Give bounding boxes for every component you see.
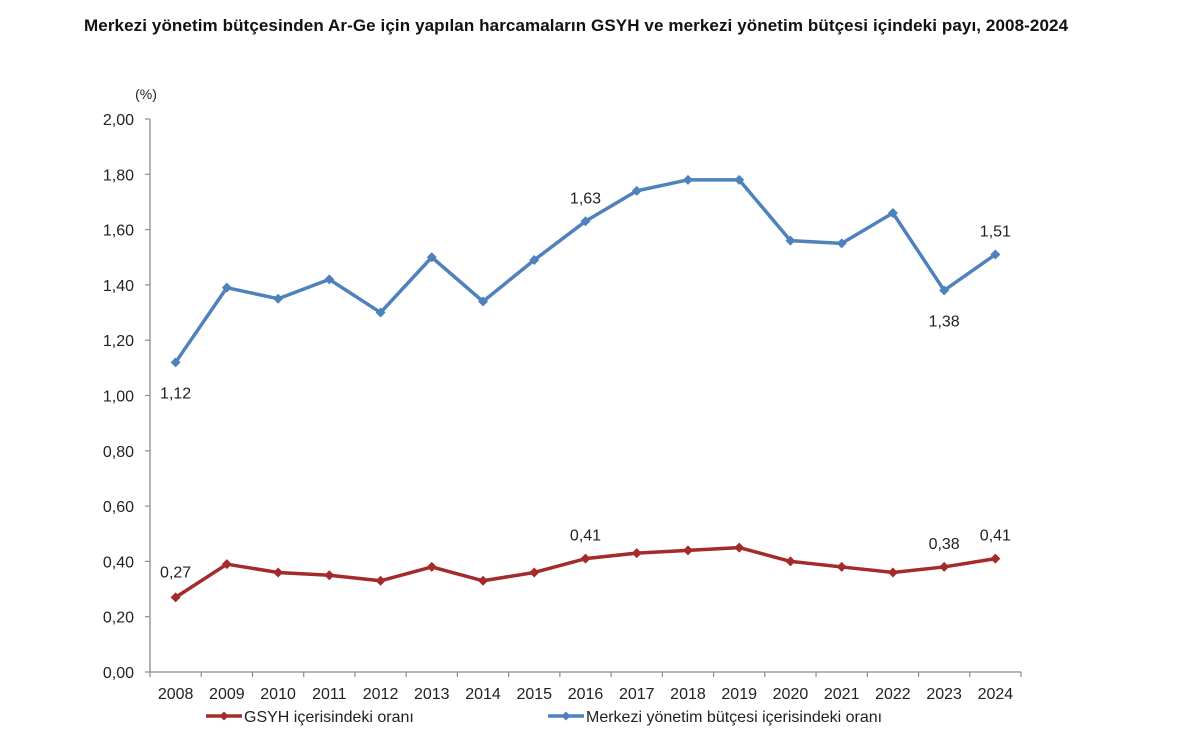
x-tick-label: 2021 <box>824 686 860 703</box>
data-label: 0,38 <box>929 536 960 553</box>
data-label: 0,27 <box>160 564 191 581</box>
data-point-marker <box>631 548 642 559</box>
chart-title: Merkezi yönetim bütçesinden Ar-Ge için y… <box>84 16 1069 35</box>
legend-marker <box>561 711 571 721</box>
x-tick-label: 2018 <box>670 686 706 703</box>
data-point-marker <box>887 567 898 578</box>
data-point-marker <box>682 174 693 185</box>
x-tick-label: 2015 <box>516 686 552 703</box>
data-label: 0,41 <box>980 528 1011 545</box>
x-tick-label: 2017 <box>619 686 655 703</box>
y-tick-label: 0,60 <box>103 499 134 516</box>
data-point-marker <box>273 293 284 304</box>
data-point-marker <box>785 235 796 246</box>
legend-label: GSYH içerisindeki oranı <box>244 709 414 726</box>
data-point-marker <box>836 561 847 572</box>
data-point-marker <box>682 545 693 556</box>
data-point-marker <box>170 357 181 368</box>
y-tick-label: 0,20 <box>103 610 134 627</box>
y-tick-label: 1,40 <box>103 278 134 295</box>
data-point-marker <box>478 575 489 586</box>
x-tick-label: 2012 <box>363 686 399 703</box>
legend: GSYH içerisindeki oranı Merkezi yönetim b… <box>206 709 882 726</box>
x-tick-label: 2022 <box>875 686 911 703</box>
axes: (%) 0,00 0,20 0,40 0,60 0,80 1,00 1,20 1,40 1,60 1… <box>103 86 1022 703</box>
data-point-marker <box>221 559 232 570</box>
x-tick-label: 2010 <box>260 686 296 703</box>
data-point-marker <box>580 216 591 227</box>
x-tick-label: 2008 <box>158 686 194 703</box>
x-tick-label: 2024 <box>978 686 1014 703</box>
data-point-marker <box>939 561 950 572</box>
data-point-marker <box>990 553 1001 564</box>
legend-item-butce: Merkezi yönetim bütçesi içerisindeki ora… <box>548 709 882 726</box>
data-point-marker <box>324 274 335 285</box>
data-point-marker <box>426 561 437 572</box>
x-tick-label: 2019 <box>721 686 757 703</box>
data-point-marker <box>939 285 950 296</box>
y-tick-label: 2,00 <box>103 112 134 129</box>
x-tick-label: 2023 <box>926 686 962 703</box>
y-tick-label: 0,00 <box>103 665 134 682</box>
data-point-marker <box>221 282 232 293</box>
data-point-marker <box>734 542 745 553</box>
data-point-marker <box>631 185 642 196</box>
y-tick-label: 1,60 <box>103 223 134 240</box>
data-point-marker <box>375 307 386 318</box>
data-label: 0,41 <box>570 528 601 545</box>
y-tick-label: 1,20 <box>103 333 134 350</box>
x-tick-label: 2011 <box>312 686 347 703</box>
y-tick-label: 1,80 <box>103 167 134 184</box>
legend-item-gsyh: GSYH içerisindeki oranı <box>206 709 414 726</box>
data-point-marker <box>170 592 181 603</box>
y-axis-unit: (%) <box>135 86 157 102</box>
data-label: 1,12 <box>160 385 191 402</box>
legend-label: Merkezi yönetim bütçesi içerisindeki ora… <box>586 709 882 726</box>
data-point-marker <box>324 570 335 581</box>
data-label: 1,63 <box>570 190 601 207</box>
x-tick-label: 2016 <box>568 686 604 703</box>
series-layer <box>170 174 1001 603</box>
y-tick-label: 0,40 <box>103 554 134 571</box>
legend-marker <box>219 711 229 721</box>
data-point-marker <box>478 296 489 307</box>
y-tick-label: 1,00 <box>103 389 134 406</box>
data-point-marker <box>375 575 386 586</box>
data-point-marker <box>529 567 540 578</box>
x-tick-label: 2013 <box>414 686 450 703</box>
data-point-marker <box>990 249 1001 260</box>
x-tick-label: 2014 <box>465 686 501 703</box>
data-point-marker <box>529 255 540 266</box>
data-point-marker <box>887 208 898 219</box>
data-point-marker <box>580 553 591 564</box>
x-tick-label: 2009 <box>209 686 245 703</box>
data-label: 1,51 <box>980 223 1011 240</box>
data-point-marker <box>785 556 796 567</box>
data-point-marker <box>426 252 437 263</box>
data-point-marker <box>734 174 745 185</box>
data-point-marker <box>836 238 847 249</box>
data-point-marker <box>273 567 284 578</box>
data-label: 1,38 <box>929 313 960 330</box>
data-labels: 0,27 0,41 0,38 0,41 1,12 1,63 1,38 1,51 <box>160 190 1011 581</box>
x-tick-label: 2020 <box>773 686 809 703</box>
y-tick-label: 0,80 <box>103 444 134 461</box>
